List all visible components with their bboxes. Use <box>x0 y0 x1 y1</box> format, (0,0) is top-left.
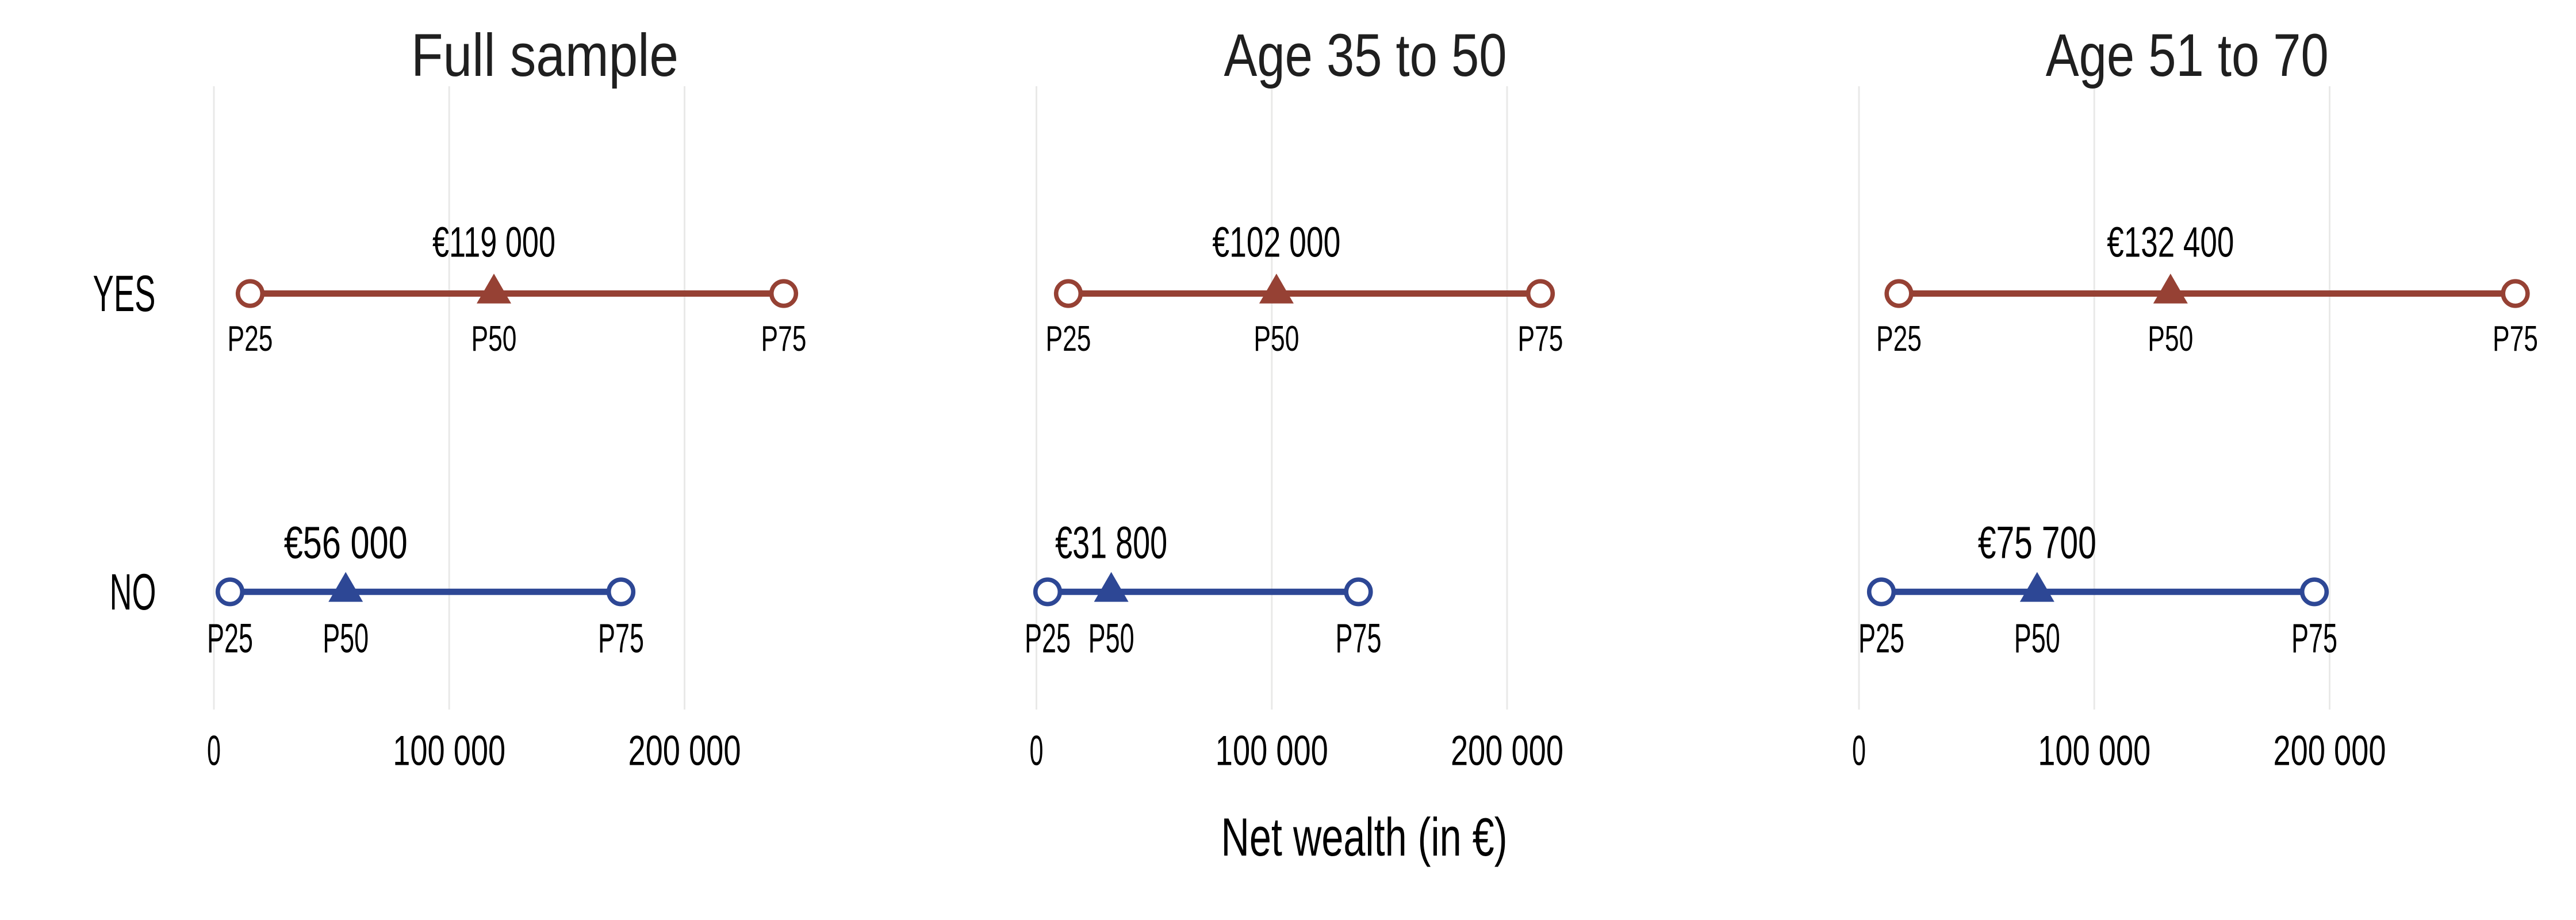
svg-text:0: 0 <box>1030 728 1044 775</box>
svg-text:€102 000: €102 000 <box>1212 218 1340 266</box>
svg-text:Full sample: Full sample <box>411 22 678 89</box>
svg-text:P50: P50 <box>1088 616 1134 661</box>
svg-text:P25: P25 <box>1876 319 1922 359</box>
svg-text:200 000: 200 000 <box>1451 728 1563 775</box>
svg-text:200 000: 200 000 <box>2274 728 2386 775</box>
svg-text:Age 35 to 50: Age 35 to 50 <box>1224 22 1507 89</box>
svg-text:Age 51 to 70: Age 51 to 70 <box>2046 22 2329 89</box>
svg-text:€75 700: €75 700 <box>1978 517 2096 568</box>
svg-text:P25: P25 <box>1025 616 1071 661</box>
svg-text:0: 0 <box>1852 728 1866 775</box>
svg-text:P25: P25 <box>1858 616 1904 661</box>
svg-text:P75: P75 <box>2291 616 2337 661</box>
svg-text:P50: P50 <box>471 319 517 359</box>
svg-text:P75: P75 <box>1336 616 1382 661</box>
svg-text:€31 800: €31 800 <box>1055 517 1167 568</box>
svg-text:P50: P50 <box>2014 616 2060 661</box>
svg-text:P75: P75 <box>2493 319 2538 359</box>
svg-text:100 000: 100 000 <box>1216 728 1328 775</box>
svg-text:YES: YES <box>93 264 156 322</box>
svg-text:P75: P75 <box>1518 319 1563 359</box>
svg-text:P25: P25 <box>228 319 273 359</box>
svg-text:€132 400: €132 400 <box>2107 218 2234 266</box>
svg-text:Net wealth (in €): Net wealth (in €) <box>1221 807 1508 867</box>
svg-text:100 000: 100 000 <box>2038 728 2150 775</box>
svg-text:P50: P50 <box>2148 319 2193 359</box>
svg-text:0: 0 <box>207 728 221 775</box>
svg-text:P50: P50 <box>1254 319 1299 359</box>
svg-text:€119 000: €119 000 <box>432 218 555 266</box>
svg-text:200 000: 200 000 <box>628 728 741 775</box>
svg-text:100 000: 100 000 <box>393 728 505 775</box>
svg-text:P25: P25 <box>207 616 253 661</box>
svg-text:NO: NO <box>110 563 156 620</box>
svg-text:P25: P25 <box>1046 319 1091 359</box>
svg-text:P75: P75 <box>761 319 807 359</box>
svg-text:P50: P50 <box>323 616 369 661</box>
svg-text:P75: P75 <box>598 616 644 661</box>
svg-text:€56 000: €56 000 <box>284 517 408 568</box>
